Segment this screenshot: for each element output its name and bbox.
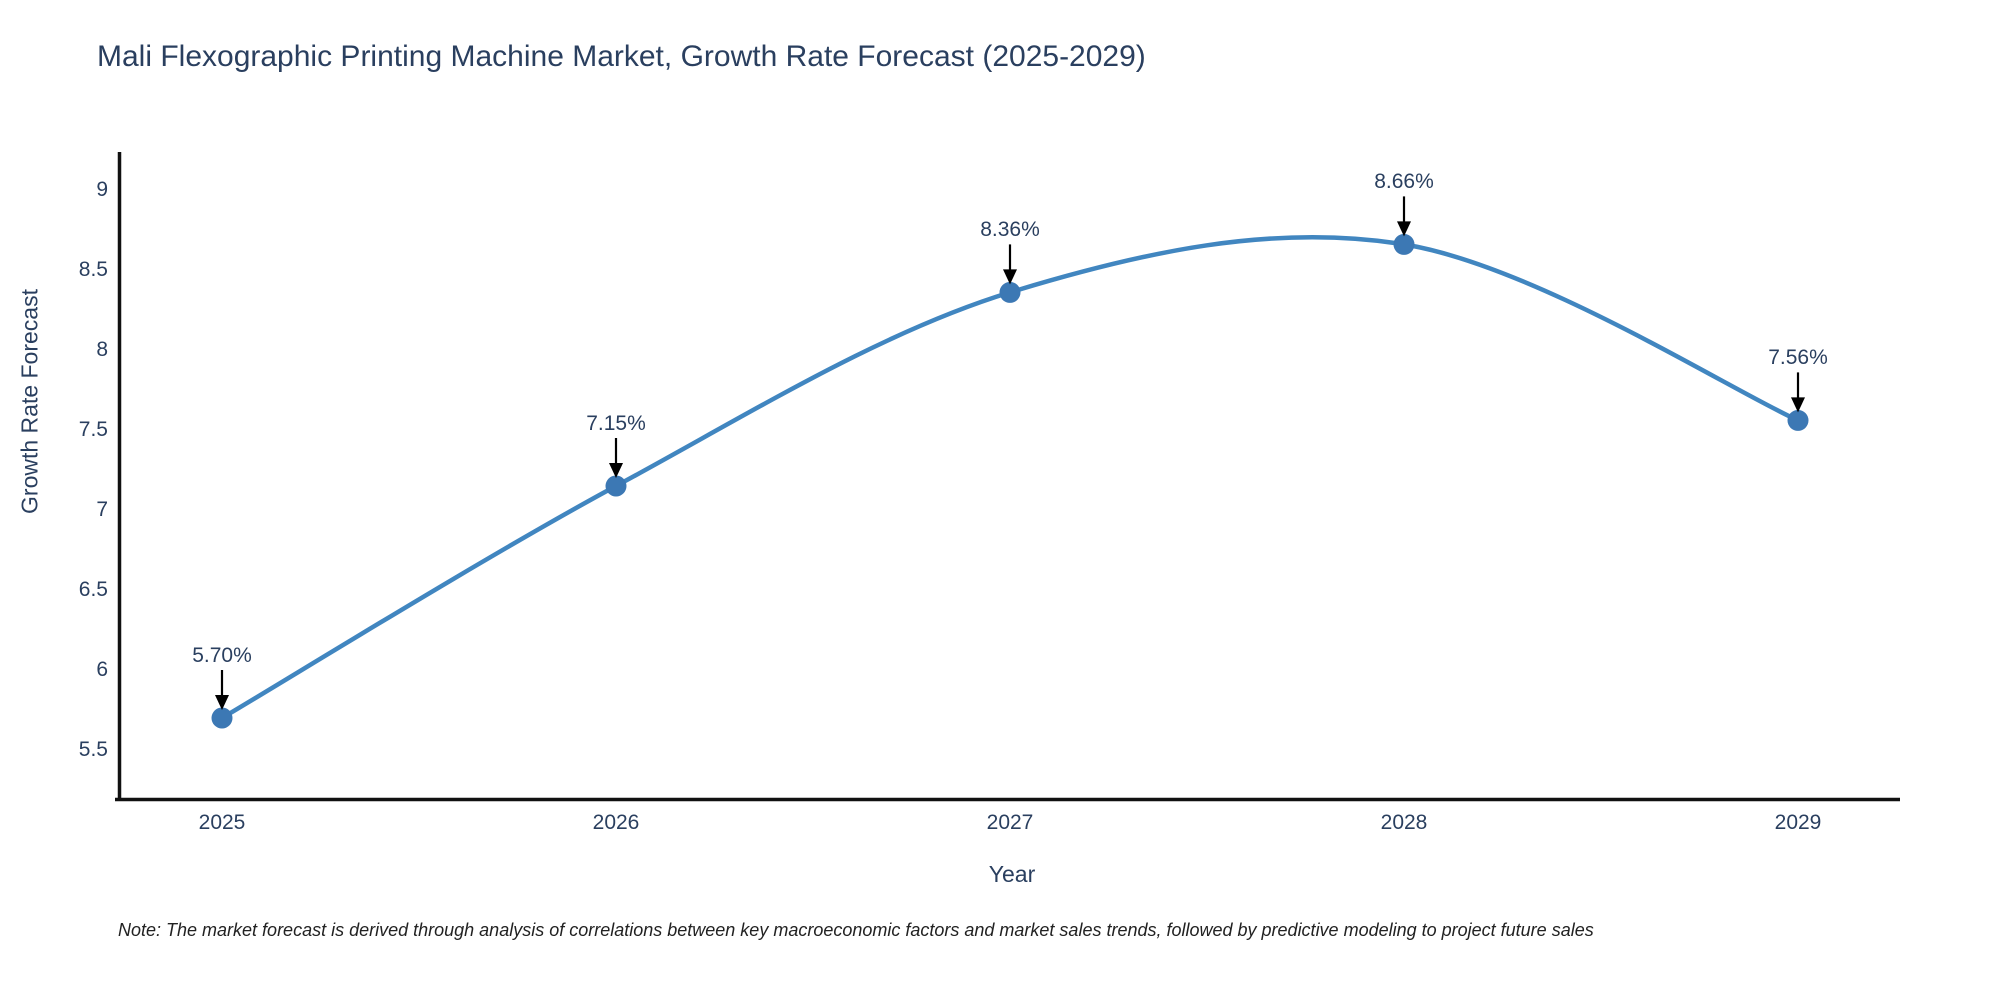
x-tick-label: 2028 <box>1380 811 1428 834</box>
data-point-marker <box>1393 233 1415 255</box>
data-point-marker <box>999 281 1021 303</box>
chart-title: Mali Flexographic Printing Machine Marke… <box>97 40 1146 73</box>
data-point-value-label: 8.36% <box>980 218 1040 242</box>
annotation-arrow-head <box>1791 397 1805 413</box>
y-tick-label: 8.5 <box>78 258 108 281</box>
annotation-arrow-head <box>1003 269 1017 285</box>
y-tick-label: 6 <box>96 658 108 681</box>
y-tick-label: 8 <box>96 338 108 361</box>
y-tick-label: 9 <box>96 178 108 201</box>
x-tick-label: 2025 <box>198 811 246 834</box>
data-point-marker <box>211 707 233 729</box>
y-tick-label: 5.5 <box>78 738 108 761</box>
forecast-line <box>220 234 1799 720</box>
y-tick-label: 6.5 <box>78 578 108 601</box>
x-tick-label: 2026 <box>592 811 640 834</box>
x-tick-label: 2027 <box>986 811 1034 834</box>
x-axis-title: Year <box>988 861 1036 887</box>
annotation-arrow-head <box>1397 221 1411 237</box>
annotation-arrow-head <box>609 463 623 478</box>
footnote: Note: The market forecast is derived thr… <box>118 920 1594 940</box>
x-tick-label: 2029 <box>1774 811 1822 834</box>
data-point-marker <box>1787 409 1809 431</box>
data-point-marker <box>605 475 627 497</box>
data-point-value-label: 7.15% <box>586 412 646 435</box>
data-point-value-label: 5.70% <box>192 644 252 667</box>
data-point-value-label: 7.56% <box>1768 346 1828 370</box>
y-tick-label: 7 <box>96 498 108 521</box>
annotation-arrow-head <box>215 695 229 710</box>
y-tick-label: 7.5 <box>78 418 108 441</box>
data-point-value-label: 8.66% <box>1374 170 1434 194</box>
